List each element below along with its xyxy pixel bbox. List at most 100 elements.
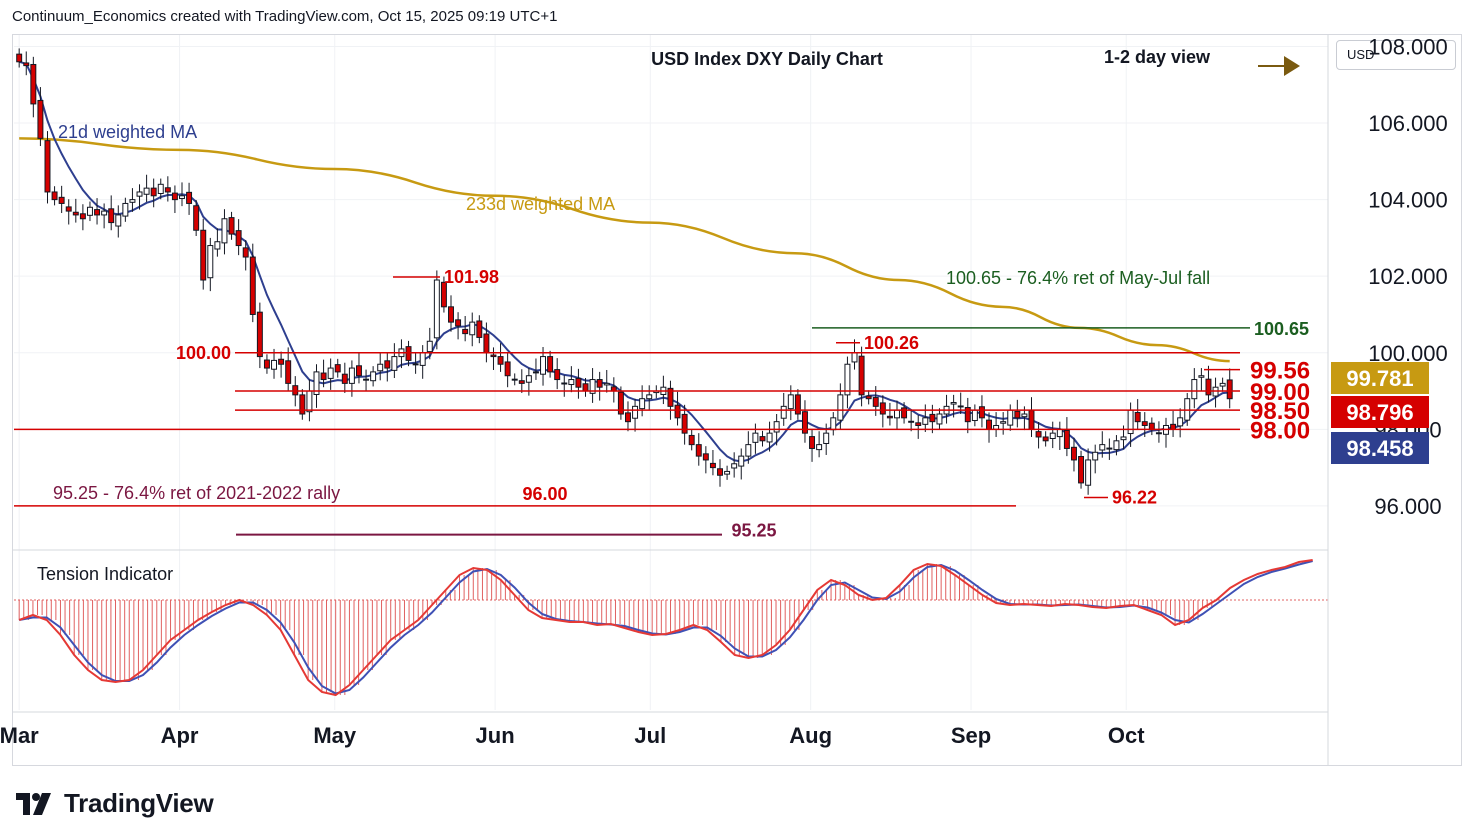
candle-body	[922, 417, 929, 425]
candle-body	[483, 333, 490, 354]
candle-body	[518, 380, 525, 384]
candle-body	[532, 371, 539, 374]
candle-body	[752, 432, 759, 443]
candle-body	[320, 372, 327, 381]
candle-body	[851, 352, 858, 363]
candle-body	[894, 409, 900, 419]
indicator-fast-line	[18, 559, 1313, 697]
candle-body	[433, 279, 440, 339]
candle-body	[929, 413, 936, 423]
candle-body	[157, 183, 164, 194]
candle-body	[122, 202, 129, 217]
candle-body	[200, 229, 207, 281]
candle-body	[207, 245, 214, 279]
candle-body	[596, 379, 603, 388]
candle-body	[830, 417, 837, 431]
key-levels	[14, 276, 1250, 536]
candle-body	[540, 356, 547, 375]
candle-body	[1198, 375, 1205, 378]
candle-body	[1113, 440, 1120, 451]
candle-body	[476, 320, 483, 338]
candle-body	[164, 187, 171, 193]
candle-body	[143, 187, 150, 195]
candle-body	[547, 356, 554, 373]
chart-frame[interactable]	[12, 34, 1462, 766]
candle-body	[341, 373, 348, 384]
x-tick-label: Apr	[161, 723, 199, 748]
candle-body	[971, 409, 978, 422]
candle-body	[1007, 409, 1014, 426]
candle-body	[1056, 428, 1063, 438]
currency-selector[interactable]: USD	[1336, 40, 1456, 70]
candle-body	[1177, 417, 1184, 427]
x-tick-label: Aug	[789, 723, 832, 748]
candle-body	[837, 394, 844, 421]
candle-body	[589, 379, 596, 394]
level-101-98-label: 101.98	[444, 267, 499, 287]
candle-body	[242, 247, 249, 258]
level-96-label: 96.00	[522, 484, 567, 504]
candle-body	[235, 230, 242, 247]
candle-body	[497, 356, 504, 365]
tradingview-logo[interactable]: TradingView	[16, 788, 214, 819]
candle-body	[490, 354, 497, 358]
candle-body	[1021, 413, 1028, 418]
candle-body	[561, 382, 568, 385]
y-tick-label: 106.000	[1368, 111, 1448, 136]
candle-body	[221, 218, 228, 244]
candle-body	[1120, 436, 1127, 441]
candle-body	[1148, 422, 1155, 430]
candle-body	[717, 468, 723, 476]
currency-label: USD	[1347, 47, 1375, 62]
candle-body	[426, 340, 433, 353]
price-tag-box	[1331, 362, 1429, 394]
candle-body	[1063, 429, 1070, 449]
candle-body	[504, 361, 511, 377]
candle-body	[30, 63, 37, 105]
ma233-line	[19, 137, 1230, 363]
candle-body	[1191, 379, 1198, 400]
candle-body	[688, 434, 695, 446]
candle-body	[23, 62, 30, 67]
candle-body	[957, 405, 964, 408]
candle-body	[915, 422, 922, 426]
candle-body	[249, 256, 256, 315]
candle-body	[667, 387, 674, 407]
candle-body	[16, 53, 23, 63]
candle-body	[1205, 378, 1212, 396]
price-tag-label: 98.796	[1346, 400, 1413, 425]
candle-body	[695, 444, 702, 457]
retracement-2021-2022-annotation: 95.25 - 76.4% ret of 2021-2022 rally	[53, 483, 340, 503]
candle-body	[1000, 421, 1007, 424]
candle-body	[936, 413, 943, 425]
candle-body	[72, 211, 79, 216]
candle-body	[639, 398, 646, 410]
indicator-title: Tension Indicator	[37, 564, 173, 584]
candle-body	[285, 360, 292, 384]
candle-body	[101, 210, 108, 216]
candle-body	[292, 385, 299, 396]
candle-body	[278, 358, 285, 365]
candle-body	[617, 391, 624, 415]
candle-body	[1184, 398, 1191, 421]
candle-body	[440, 281, 447, 308]
candle-body	[674, 404, 681, 419]
level-99-56-label: 99.56	[1250, 358, 1310, 385]
candle-body	[554, 369, 561, 381]
candle-body	[1014, 410, 1021, 419]
level-96-22-label: 96.22	[1112, 487, 1157, 507]
x-tick-label: Oct	[1108, 723, 1145, 748]
candle-body	[568, 379, 575, 386]
candle-body	[271, 359, 278, 370]
candle-body	[348, 367, 355, 384]
candle-body	[759, 436, 766, 442]
candle-body	[136, 191, 143, 197]
candle-body	[1219, 382, 1226, 387]
candle-body	[1092, 451, 1099, 461]
candle-body	[44, 140, 51, 193]
candle-body	[263, 359, 270, 369]
candle-body	[469, 321, 476, 336]
candle-body	[709, 462, 716, 469]
